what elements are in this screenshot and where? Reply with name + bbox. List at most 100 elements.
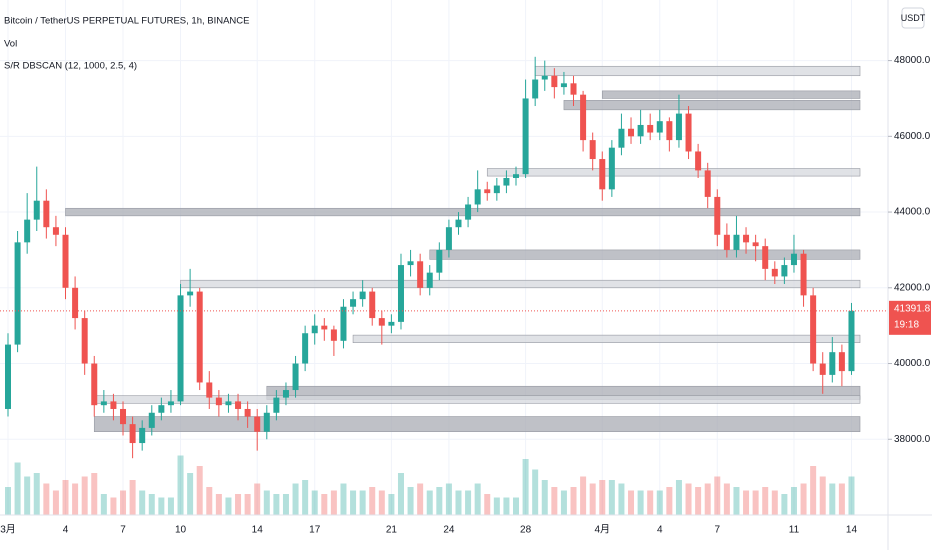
volume-bar	[484, 494, 491, 515]
candle-body	[580, 94, 587, 141]
volume-bar	[704, 483, 711, 515]
volume-bar	[33, 473, 40, 515]
candle-body	[177, 295, 184, 402]
volume-bar	[206, 487, 213, 515]
volume-bar	[733, 487, 740, 515]
volume-bar	[426, 490, 433, 515]
volume-bar	[790, 487, 797, 515]
volume-bar	[388, 494, 395, 515]
candle-body	[244, 408, 251, 417]
volume-bar	[244, 494, 251, 515]
volume-bar	[656, 490, 663, 515]
candle-body	[637, 124, 644, 137]
candle-body	[436, 249, 443, 273]
volume-bar	[618, 483, 625, 515]
currency-label[interactable]: USDT	[901, 13, 926, 23]
candle-body	[810, 295, 817, 364]
volume-bar	[560, 490, 567, 515]
volume-bar	[589, 483, 596, 515]
candle-body	[407, 261, 414, 266]
volume-bar	[532, 469, 539, 515]
candle-body	[52, 227, 59, 235]
x-tick-label: 7	[120, 525, 126, 536]
candle-body	[254, 416, 261, 432]
x-tick-label: 17	[309, 525, 321, 536]
candle-body	[33, 200, 40, 220]
volume-bar	[330, 490, 337, 515]
candle-body	[771, 268, 778, 277]
candle-body	[589, 140, 596, 160]
volume-bar	[225, 497, 232, 515]
candle-body	[158, 405, 165, 413]
volume-bar	[292, 483, 299, 515]
sr-zone	[563, 100, 861, 111]
candle-body	[340, 306, 347, 341]
candle-body	[100, 401, 107, 406]
volume-bar	[129, 480, 136, 515]
volume-bar	[72, 483, 79, 515]
candle-body	[62, 234, 69, 288]
candle-body	[91, 363, 98, 406]
sr-zone	[93, 416, 861, 432]
candle-body	[81, 318, 88, 364]
y-tick-label: 38000.0	[894, 434, 931, 445]
candle-body	[378, 318, 385, 326]
volume-bar	[723, 483, 730, 515]
candle-body	[225, 401, 232, 406]
indicator-label: Vol	[4, 39, 17, 50]
volume-bar	[599, 480, 606, 515]
candle-body	[551, 75, 558, 88]
volume-bar	[302, 480, 309, 515]
volume-bar	[139, 490, 146, 515]
candle-body	[800, 253, 807, 296]
y-tick-label: 44000.0	[894, 207, 931, 218]
x-tick-label: 14	[252, 525, 264, 536]
volume-bar	[675, 480, 682, 515]
candle-body	[167, 401, 174, 406]
volume-bar	[647, 490, 654, 515]
volume-bar	[5, 487, 11, 515]
y-tick-label: 40000.0	[894, 358, 931, 369]
volume-bar	[397, 473, 404, 515]
volume-bar	[311, 490, 318, 515]
volume-bar	[254, 483, 261, 515]
sr-zone	[601, 90, 861, 99]
volume-bar	[263, 490, 270, 515]
volume-bar	[503, 497, 510, 515]
candle-body	[359, 291, 366, 300]
volume-bar	[513, 497, 520, 515]
volume-bar	[743, 490, 750, 515]
candle-body	[704, 170, 711, 197]
volume-bar	[81, 476, 88, 515]
volume-bar	[829, 483, 836, 515]
candle-body	[608, 147, 615, 190]
candle-body	[503, 177, 510, 186]
sr-zone	[65, 207, 861, 217]
x-tick-label: 4	[657, 525, 663, 536]
candle-body	[484, 189, 491, 194]
candle-body	[455, 219, 462, 228]
candle-body	[43, 200, 50, 228]
candle-body	[628, 128, 635, 137]
volume-bar	[24, 476, 31, 515]
volume-bar	[848, 476, 855, 515]
candle-body	[215, 397, 222, 406]
candle-body	[685, 113, 692, 152]
volume-bar	[819, 476, 826, 515]
candle-body	[647, 124, 654, 133]
candle-body	[474, 189, 481, 205]
candle-body	[369, 291, 376, 319]
volume-bar	[120, 490, 127, 515]
candle-body	[790, 253, 797, 266]
candle-body	[838, 352, 845, 372]
volume-bar	[148, 494, 155, 515]
sr-zone	[180, 279, 861, 289]
currency-button[interactable]	[901, 7, 925, 29]
volume-bar	[91, 473, 98, 515]
candle-body	[426, 272, 433, 288]
volume-bar	[695, 487, 702, 515]
candle-body	[311, 325, 318, 334]
volume-bar	[62, 480, 69, 515]
